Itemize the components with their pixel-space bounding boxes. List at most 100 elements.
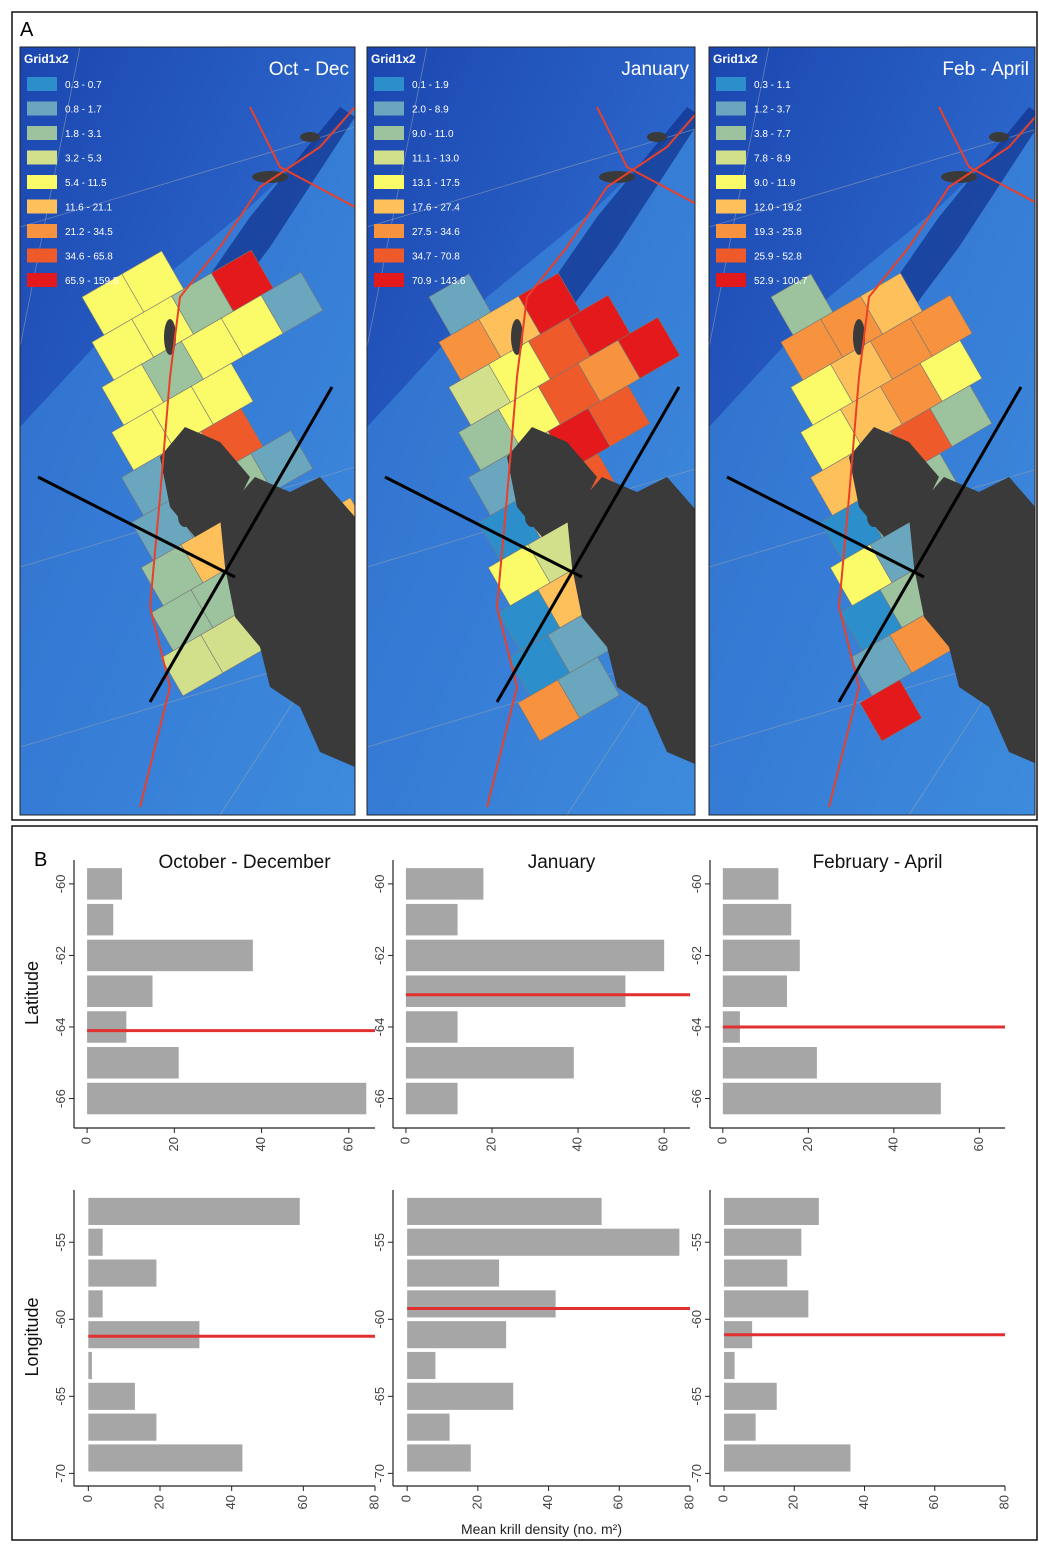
bar bbox=[88, 1352, 92, 1379]
x-tick-label: 0 bbox=[715, 1495, 730, 1502]
y-tick-label: -70 bbox=[53, 1464, 68, 1483]
bar bbox=[407, 1383, 513, 1410]
x-tick-label: 0 bbox=[79, 1137, 94, 1144]
bar bbox=[407, 1321, 506, 1348]
bar bbox=[724, 1352, 735, 1379]
bar bbox=[88, 1259, 156, 1286]
x-tick-label: 40 bbox=[856, 1495, 871, 1509]
bar bbox=[723, 975, 787, 1006]
legend-label: 0.1 - 1.9 bbox=[412, 80, 449, 91]
bar bbox=[407, 1229, 679, 1256]
y-tick-label: -66 bbox=[689, 1089, 704, 1108]
bar bbox=[87, 940, 253, 971]
x-tick-label: 60 bbox=[971, 1137, 986, 1151]
legend-label: 1.8 - 3.1 bbox=[65, 129, 102, 140]
bar bbox=[88, 1444, 242, 1471]
y-tick-label: -64 bbox=[689, 1018, 704, 1037]
legend-swatch bbox=[374, 273, 404, 287]
bar bbox=[724, 1414, 756, 1441]
x-tick-label: 60 bbox=[656, 1137, 671, 1151]
x-tick-label: 60 bbox=[340, 1137, 355, 1151]
legend-label: 0.3 - 0.7 bbox=[65, 80, 102, 91]
x-axis-label: Mean krill density (no. m²) bbox=[461, 1521, 622, 1537]
island bbox=[178, 507, 192, 527]
bar bbox=[87, 975, 152, 1006]
legend-label: 34.7 - 70.8 bbox=[412, 252, 460, 263]
legend-swatch bbox=[27, 224, 57, 238]
x-tick-label: 40 bbox=[885, 1137, 900, 1151]
bar bbox=[723, 940, 800, 971]
bar bbox=[724, 1444, 850, 1471]
island bbox=[300, 132, 320, 142]
y-tick-label: -66 bbox=[372, 1089, 387, 1108]
x-tick-label: 20 bbox=[166, 1137, 181, 1151]
legend-title: Grid1x2 bbox=[371, 52, 416, 66]
bar bbox=[407, 1290, 555, 1317]
x-tick-label: 20 bbox=[469, 1495, 484, 1509]
x-tick-label: 0 bbox=[80, 1495, 95, 1502]
legend-label: 12.0 - 19.2 bbox=[754, 203, 802, 214]
legend-swatch bbox=[374, 224, 404, 238]
legend-swatch bbox=[716, 200, 746, 214]
x-tick-label: 20 bbox=[151, 1495, 166, 1509]
bar bbox=[723, 868, 779, 899]
y-tick-label: -70 bbox=[372, 1464, 387, 1483]
bar bbox=[723, 1047, 817, 1078]
bar bbox=[88, 1229, 102, 1256]
bar bbox=[407, 1352, 435, 1379]
figure: A B Grid1x2 Oct - Dec 0.3 - 0.7 0.8 - 1.7 1.… bbox=[0, 0, 1039, 1542]
legend-title: Grid1x2 bbox=[713, 52, 758, 66]
y-tick-label: -62 bbox=[372, 946, 387, 965]
island bbox=[647, 132, 667, 142]
x-tick-label: 20 bbox=[483, 1137, 498, 1151]
legend-swatch bbox=[716, 126, 746, 140]
panel-b-frame bbox=[12, 826, 1037, 1540]
panel-label: B bbox=[34, 849, 47, 871]
bar bbox=[724, 1198, 819, 1225]
legend-label: 9.0 - 11.0 bbox=[412, 129, 454, 140]
legend-label: 34.6 - 65.8 bbox=[65, 252, 113, 263]
x-tick-label: 20 bbox=[800, 1137, 815, 1151]
bar bbox=[724, 1259, 787, 1286]
legend-swatch bbox=[716, 224, 746, 238]
legend-label: 65.9 - 159.5 bbox=[65, 276, 119, 287]
legend-swatch bbox=[27, 102, 57, 116]
legend-swatch bbox=[374, 126, 404, 140]
bar bbox=[87, 868, 122, 899]
bar bbox=[723, 1083, 941, 1114]
legend-label: 0.8 - 1.7 bbox=[65, 105, 102, 116]
x-tick-label: 40 bbox=[223, 1495, 238, 1509]
legend-swatch bbox=[716, 151, 746, 165]
panel-label: A bbox=[20, 19, 34, 41]
legend-swatch bbox=[374, 175, 404, 189]
bar bbox=[406, 904, 458, 935]
legend-swatch bbox=[716, 102, 746, 116]
bar bbox=[88, 1290, 102, 1317]
legend-swatch bbox=[27, 249, 57, 263]
x-tick-label: 40 bbox=[540, 1495, 555, 1509]
map-title: Oct - Dec bbox=[269, 59, 349, 80]
map-title: January bbox=[621, 59, 689, 80]
x-tick-label: 0 bbox=[399, 1495, 414, 1502]
y-tick-label: -60 bbox=[689, 874, 704, 893]
bar bbox=[406, 1011, 458, 1042]
y-tick-label: -70 bbox=[689, 1464, 704, 1483]
legend-label: 19.3 - 25.8 bbox=[754, 227, 802, 238]
bar bbox=[723, 904, 791, 935]
y-tick-label: -60 bbox=[53, 1310, 68, 1329]
bar bbox=[407, 1414, 449, 1441]
bar bbox=[406, 868, 483, 899]
y-tick-label: -55 bbox=[372, 1233, 387, 1252]
bar bbox=[87, 904, 113, 935]
bar bbox=[724, 1290, 808, 1317]
y-axis-label: Latitude bbox=[22, 961, 42, 1025]
y-tick-label: -55 bbox=[689, 1233, 704, 1252]
y-tick-label: -62 bbox=[53, 946, 68, 965]
legend-label: 2.0 - 8.9 bbox=[412, 105, 449, 116]
x-tick-label: 80 bbox=[681, 1495, 696, 1509]
x-tick-label: 60 bbox=[295, 1495, 310, 1509]
bar bbox=[406, 940, 664, 971]
y-tick-label: -64 bbox=[372, 1018, 387, 1037]
bar bbox=[724, 1229, 801, 1256]
bar bbox=[88, 1414, 156, 1441]
